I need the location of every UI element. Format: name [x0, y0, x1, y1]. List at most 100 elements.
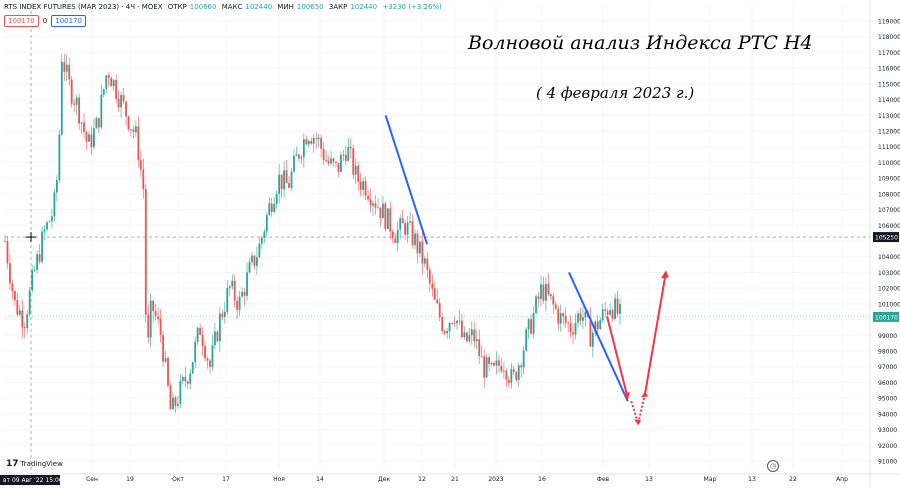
candle-body	[144, 188, 147, 315]
candle-body	[428, 269, 431, 284]
candle-body	[389, 208, 392, 232]
price-tick-label: 93000	[878, 427, 897, 434]
price-tick-label: 95000	[878, 396, 897, 403]
candle-body	[475, 339, 478, 342]
buy-button[interactable]: 100170	[51, 15, 86, 27]
price-tick-label: 102000	[878, 286, 900, 293]
candle-body	[115, 79, 118, 99]
price-tick-label: 101000	[878, 301, 900, 308]
candle-body	[359, 181, 362, 190]
candle-body	[352, 148, 355, 175]
candle-body	[169, 385, 172, 410]
high-value: 102440	[245, 3, 273, 11]
candle-body	[243, 291, 246, 296]
candle-body	[88, 134, 90, 142]
candle-body	[70, 79, 73, 104]
candle-body	[377, 207, 379, 209]
candle-body	[221, 313, 224, 317]
time-tick-label: 17	[222, 476, 230, 483]
candle-body	[342, 154, 345, 156]
candle-body	[362, 181, 365, 190]
wave-line	[384, 114, 429, 245]
candle-body	[596, 321, 599, 330]
candle-body	[584, 311, 587, 318]
candle-body	[184, 376, 187, 382]
candle-body	[344, 154, 347, 161]
candle-body	[386, 208, 389, 229]
candle-body	[172, 397, 174, 410]
candle-body	[310, 140, 313, 144]
price-tick-label: 111000	[878, 144, 900, 151]
candle-body	[251, 255, 253, 263]
tradingview-logo[interactable]: 17 TradingView	[6, 459, 63, 469]
candle-body	[364, 181, 367, 196]
candle-body	[263, 231, 266, 238]
candle-body	[194, 341, 197, 362]
instrument-name[interactable]: RTS INDEX FUTURES (MAR 2023) · 4Ч · MOEX	[4, 3, 163, 11]
candle-body	[582, 317, 584, 321]
candle-body	[540, 284, 542, 299]
candle-body	[60, 61, 63, 135]
candle-body	[574, 322, 577, 335]
candle-body	[520, 365, 523, 368]
time-axis[interactable]: Сен 19 Окт 17 Ноя 14 Дек 12 21 2023 16 Фев 13 Мар 13 22…	[0, 473, 900, 483]
candle-body	[102, 89, 105, 95]
candle-body	[495, 360, 498, 366]
time-tick-label: Сен	[86, 476, 98, 483]
sell-button[interactable]: 100170	[4, 15, 39, 27]
candle-body	[562, 313, 565, 317]
candle-body	[488, 357, 490, 365]
candle-body	[275, 193, 278, 204]
price-tick-label: 94000	[878, 411, 897, 418]
candle-body	[532, 313, 535, 334]
tradingview-logo-text: TradingView	[20, 460, 63, 468]
price-tick-label: 108000	[878, 191, 900, 198]
candle-body	[589, 316, 592, 347]
candle-body	[559, 313, 562, 324]
candle-body	[157, 316, 160, 320]
symbol-header: RTS INDEX FUTURES (MAR 2023) · 4Ч · MOEX…	[4, 3, 445, 11]
candle-body	[100, 94, 103, 128]
tradingview-logo-icon: 17	[6, 459, 19, 469]
price-axis[interactable]: 91000 92000 93000 94000 95000 96000 97000 98000…	[869, 0, 900, 488]
wave-arrowhead	[634, 419, 642, 426]
candle-body	[85, 131, 88, 142]
timezone-clock-icon[interactable]: ◷	[767, 460, 779, 472]
time-tick-label: Окт	[172, 476, 184, 483]
time-tick-label: 13	[748, 476, 756, 483]
candle-body	[38, 254, 41, 262]
candle-body	[317, 137, 320, 139]
candle-body	[379, 207, 382, 219]
candle-body	[542, 284, 545, 301]
candle-body	[606, 310, 609, 315]
trade-buttons: 100170 0 100170	[4, 15, 86, 27]
candle-body	[458, 320, 461, 322]
candle-body	[23, 327, 26, 329]
open-value: 100660	[189, 3, 217, 11]
time-tick-label: Мар	[704, 476, 717, 483]
candle-body	[461, 320, 463, 338]
candle-body	[315, 138, 318, 139]
candle-body	[112, 79, 115, 87]
candle-body	[28, 290, 31, 315]
price-tick-label: 92000	[878, 443, 897, 450]
candle-body	[248, 262, 251, 273]
candle-body	[325, 160, 327, 161]
price-tick-label: 109000	[878, 176, 900, 183]
candle-body	[211, 345, 214, 367]
candle-body	[433, 288, 436, 300]
candle-body	[51, 216, 53, 222]
candle-body	[423, 258, 426, 264]
candle-body	[381, 203, 384, 219]
candle-body	[354, 165, 357, 175]
candle-body	[312, 138, 315, 144]
wave-arrowhead	[660, 270, 669, 279]
candle-body	[268, 203, 271, 215]
candle-body	[253, 255, 256, 266]
candle-body	[288, 183, 290, 188]
time-tick-label: 22	[789, 476, 797, 483]
candle-body	[374, 203, 377, 208]
candle-body	[159, 319, 162, 335]
